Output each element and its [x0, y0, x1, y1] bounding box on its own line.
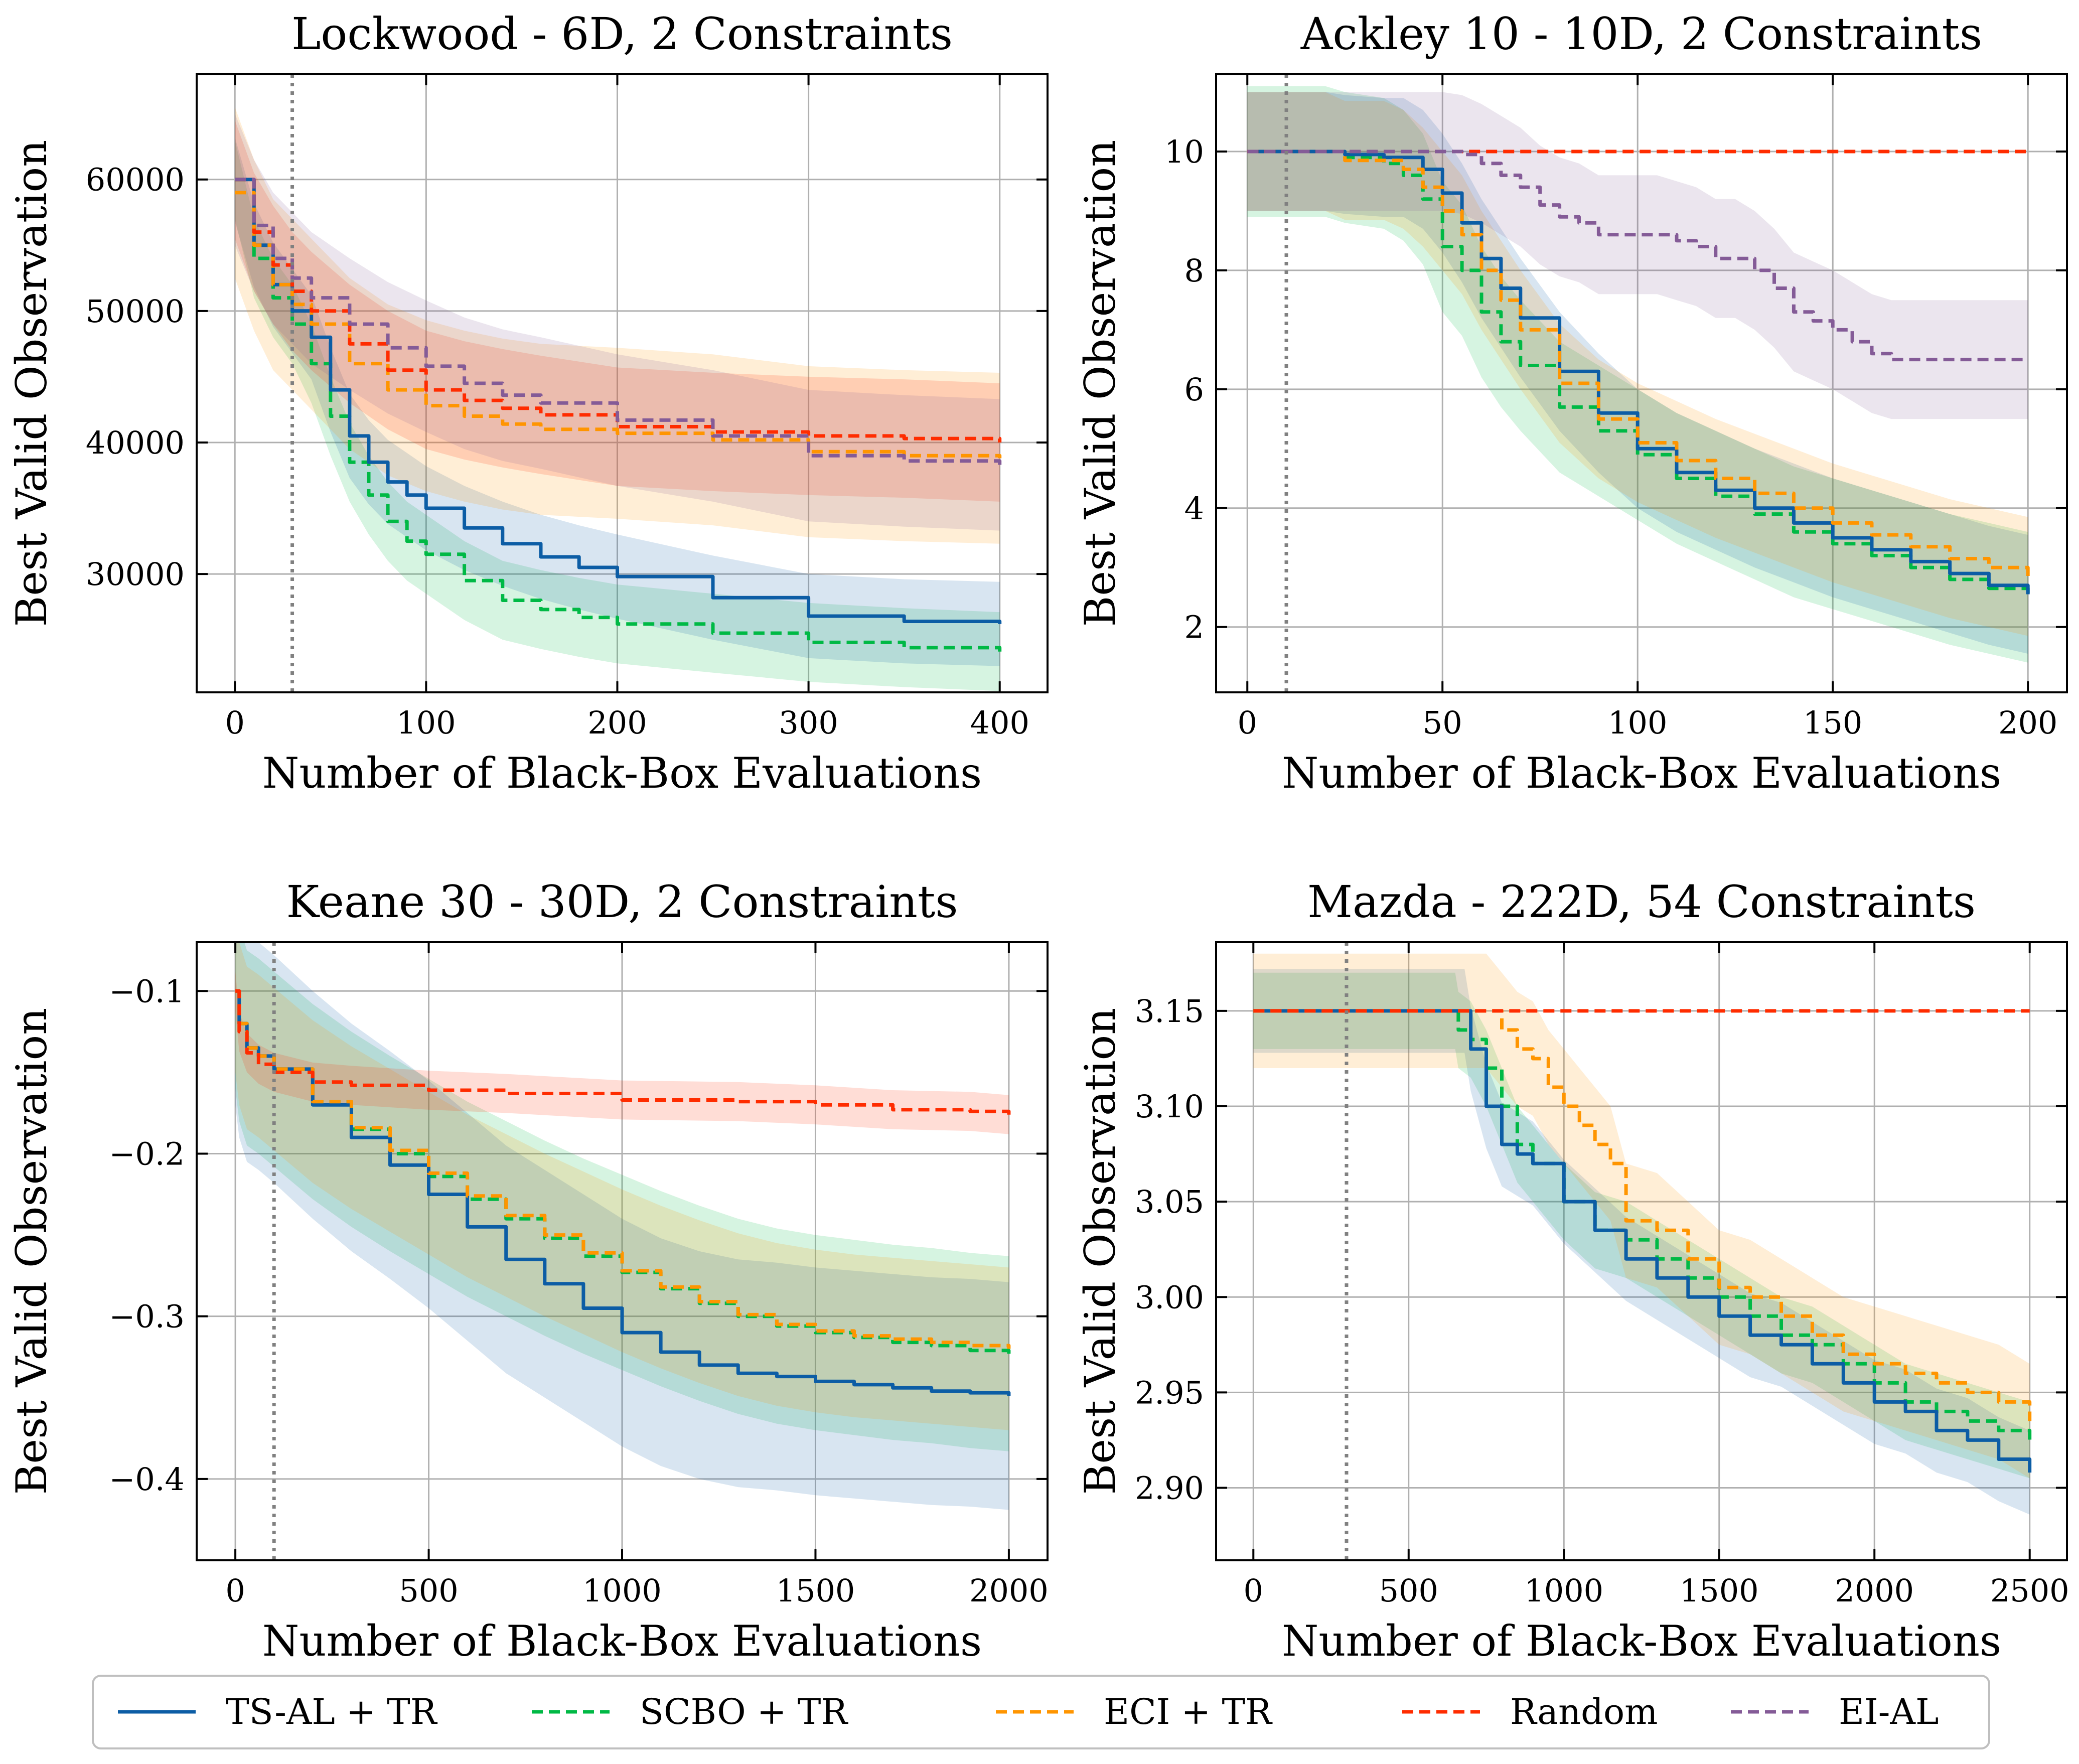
band-random	[235, 120, 1000, 502]
series-line-eci	[235, 191, 1002, 459]
x-tick-label: 1500	[1680, 1572, 1759, 1609]
y-tick-label: 3.15	[1135, 993, 1204, 1030]
y-axis-label: Best Valid Observation	[1076, 1008, 1125, 1495]
y-tick-label: 2.95	[1135, 1374, 1204, 1411]
band-ei_al	[235, 113, 1000, 531]
band-eci	[235, 942, 1009, 1430]
y-tick-label: −0.2	[109, 1135, 185, 1172]
plot-frame	[1215, 941, 2068, 1561]
x-tick-label: 1000	[582, 1572, 662, 1609]
chart-ackley: 0 50 100 150 200 2 4 6 8 10 Ackley 10 - 10D, 2 Con…	[1076, 8, 2068, 798]
plot-frame	[196, 73, 1049, 693]
y-tick-label: 8	[1184, 252, 1204, 289]
y-tick-label: −0.1	[109, 973, 185, 1009]
legend-label-ts_al: TS-AL + TR	[226, 1691, 438, 1732]
x-tick-label: 0	[1244, 1572, 1263, 1609]
band-scbo	[1253, 972, 2030, 1479]
x-tick-label: 200	[1998, 704, 2057, 741]
band-eci	[1247, 92, 2028, 636]
legend-label-ei_al: EI-AL	[1839, 1691, 1939, 1732]
series-line-scbo	[235, 178, 1002, 652]
y-tick-label: 10	[1164, 133, 1204, 170]
y-axis-label: Best Valid Observation	[1076, 140, 1125, 627]
y-tick-label: 30000	[86, 556, 185, 593]
y-tick-label: 4	[1184, 490, 1204, 527]
x-tick-label: 2000	[1835, 1572, 1914, 1609]
plot-frame	[1215, 73, 2068, 693]
x-tick-label: 150	[1803, 704, 1862, 741]
x-axis-label: Number of Black-Box Evaluations	[262, 1616, 982, 1666]
legend-label-random: Random	[1510, 1691, 1658, 1732]
y-tick-label: 3.10	[1135, 1088, 1204, 1125]
band-eci	[1253, 953, 2030, 1479]
x-tick-label: 100	[396, 704, 456, 741]
y-axis-label: Best Valid Observation	[7, 1008, 56, 1495]
y-tick-label: 50000	[86, 293, 185, 330]
chart-mazda: 0 500 1000 1500 2000 2500 2.90 2.95 3.00 3.05 3.10…	[1076, 876, 2069, 1666]
chart-title: Lockwood - 6D, 2 Constraints	[291, 8, 953, 60]
series-line-scbo	[1253, 1009, 2032, 1440]
x-axis-label: Number of Black-Box Evaluations	[262, 749, 982, 798]
band-ts_al	[235, 137, 1000, 666]
y-tick-label: 3.00	[1135, 1279, 1204, 1315]
band-random	[235, 971, 1009, 1134]
y-axis-label: Best Valid Observation	[7, 140, 56, 627]
x-tick-label: 0	[225, 1572, 245, 1609]
series-line-ts_al	[1253, 1009, 2032, 1473]
x-axis-label: Number of Black-Box Evaluations	[1282, 749, 2001, 798]
x-tick-label: 0	[1238, 704, 1257, 741]
chart-title: Ackley 10 - 10D, 2 Constraints	[1300, 8, 1982, 60]
x-tick-label: 50	[1423, 704, 1462, 741]
y-tick-label: 2	[1184, 609, 1204, 646]
band-ts_al	[1253, 969, 2030, 1515]
y-tick-label: 3.05	[1135, 1184, 1204, 1220]
x-tick-label: 400	[970, 704, 1029, 741]
series-line-ei_al	[235, 178, 1002, 465]
x-tick-label: 2500	[1990, 1572, 2069, 1609]
x-tick-label: 100	[1608, 704, 1667, 741]
x-tick-label: 0	[225, 704, 244, 741]
series-line-eci	[1247, 150, 2030, 576]
y-tick-label: −0.4	[109, 1461, 185, 1498]
x-tick-label: 500	[399, 1572, 458, 1609]
series-line-ts_al	[1247, 150, 2030, 595]
series-line-ts_al	[235, 178, 1002, 624]
chart-keane: 0 500 1000 1500 2000 −0.1 −0.2 −0.3 −0.4 Keane 30…	[7, 876, 1049, 1666]
x-tick-label: 300	[779, 704, 838, 741]
x-tick-label: 1000	[1524, 1572, 1603, 1609]
y-tick-label: −0.3	[109, 1298, 185, 1335]
series-line-random	[235, 989, 1011, 1115]
grid	[197, 74, 1048, 692]
series-line-ei_al	[1247, 150, 2028, 362]
y-tick-label: 40000	[86, 424, 185, 461]
legend-label-scbo: SCBO + TR	[640, 1691, 848, 1732]
y-tick-label: 2.90	[1135, 1470, 1204, 1507]
series-line-eci	[1253, 1009, 2032, 1421]
x-tick-label: 200	[587, 704, 647, 741]
chart-title: Mazda - 222D, 54 Constraints	[1307, 876, 1976, 928]
x-tick-label: 500	[1379, 1572, 1438, 1609]
x-tick-label: 2000	[969, 1572, 1049, 1609]
x-axis-label: Number of Black-Box Evaluations	[1282, 1616, 2001, 1666]
x-tick-label: 1500	[776, 1572, 855, 1609]
chart-lockwood: 0 100 200 300 400 30000 40000 50000 60000 Lockwoo…	[7, 8, 1049, 798]
y-tick-label: 60000	[86, 162, 185, 198]
chart-title: Keane 30 - 30D, 2 Constraints	[286, 876, 958, 928]
legend-label-eci: ECI + TR	[1104, 1691, 1273, 1732]
legend: TS-AL + TR SCBO + TR ECI + TR Random EI-…	[92, 1675, 1990, 1749]
band-ts_al	[235, 942, 1009, 1510]
y-tick-label: 6	[1184, 371, 1204, 408]
